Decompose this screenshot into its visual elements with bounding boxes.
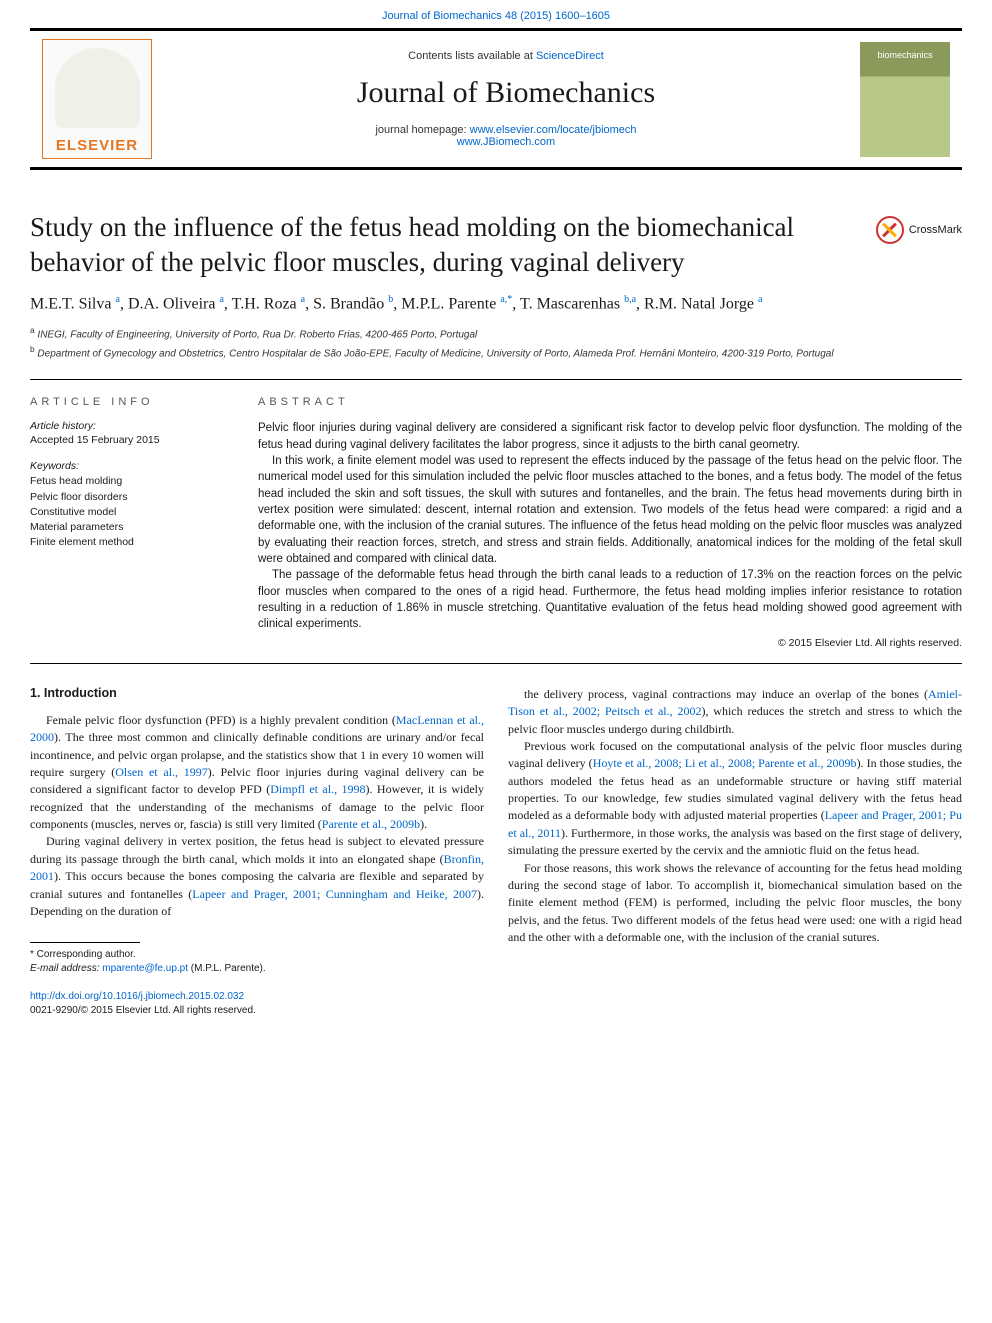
contents-line: Contents lists available at ScienceDirec… (152, 50, 860, 62)
journal-cover-text: biomechanics (877, 50, 932, 60)
doi-link[interactable]: http://dx.doi.org/10.1016/j.jbiomech.201… (30, 991, 244, 1002)
body-text-right: the delivery process, vaginal contractio… (508, 686, 962, 947)
history-text: Accepted 15 February 2015 (30, 434, 230, 446)
keyword-item: Constitutive model (30, 505, 230, 520)
meta-abstract-row: ARTICLE INFO Article history: Accepted 1… (30, 380, 962, 662)
intro-heading: 1. Introduction (30, 686, 484, 700)
issn-copyright: 0021-9290/© 2015 Elsevier Ltd. All right… (30, 1005, 256, 1016)
abstract-copyright: © 2015 Elsevier Ltd. All rights reserved… (258, 637, 962, 649)
corr-label: * Corresponding author. (30, 948, 484, 962)
crossmark-badge[interactable]: CrossMark (876, 216, 962, 244)
top-citation-link[interactable]: Journal of Biomechanics 48 (2015) 1600–1… (382, 10, 610, 22)
body-para: During vaginal delivery in vertex positi… (30, 833, 484, 920)
body-col-right: the delivery process, vaginal contractio… (508, 686, 962, 977)
sciencedirect-link[interactable]: ScienceDirect (536, 50, 604, 62)
top-citation: Journal of Biomechanics 48 (2015) 1600–1… (0, 0, 992, 28)
homepage-link-1[interactable]: www.elsevier.com/locate/jbiomech (470, 124, 637, 136)
corr-email-person: (M.P.L. Parente). (191, 963, 266, 974)
keywords-list: Fetus head moldingPelvic floor disorders… (30, 474, 230, 550)
keyword-item: Material parameters (30, 520, 230, 535)
elsevier-tree-icon (55, 48, 140, 128)
elsevier-label: ELSEVIER (56, 137, 138, 154)
history-label: Article history: (30, 420, 230, 432)
keyword-item: Finite element method (30, 535, 230, 550)
abstract-para: In this work, a finite element model was… (258, 453, 962, 567)
body-para: Previous work focused on the computation… (508, 738, 962, 860)
body-text-left: Female pelvic floor dysfunction (PFD) is… (30, 712, 484, 921)
body-col-left: 1. Introduction Female pelvic floor dysf… (30, 686, 484, 977)
abstract-para: Pelvic floor injuries during vaginal del… (258, 420, 962, 453)
rule-bottom (30, 663, 962, 664)
body-columns: 1. Introduction Female pelvic floor dysf… (30, 686, 962, 977)
elsevier-logo: ELSEVIER (42, 39, 152, 159)
article-info-label: ARTICLE INFO (30, 396, 230, 408)
abstract-text: Pelvic floor injuries during vaginal del… (258, 420, 962, 632)
article-info-col: ARTICLE INFO Article history: Accepted 1… (30, 396, 230, 648)
affiliation-b: b Department of Gynecology and Obstetric… (30, 343, 962, 362)
keyword-item: Pelvic floor disorders (30, 490, 230, 505)
footnote-rule (30, 942, 140, 943)
abstract-label: ABSTRACT (258, 396, 962, 408)
keywords-label: Keywords: (30, 460, 230, 472)
body-para: Female pelvic floor dysfunction (PFD) is… (30, 712, 484, 834)
doi-block: http://dx.doi.org/10.1016/j.jbiomech.201… (30, 990, 962, 1018)
corr-email-link[interactable]: mparente@fe.up.pt (102, 963, 188, 974)
homepage-line: journal homepage: www.elsevier.com/locat… (152, 124, 860, 148)
crossmark-label: CrossMark (909, 224, 962, 236)
affiliation-a: a INEGI, Faculty of Engineering, Univers… (30, 324, 962, 343)
article-header: Study on the influence of the fetus head… (30, 210, 962, 279)
abstract-col: ABSTRACT Pelvic floor injuries during va… (258, 396, 962, 648)
authors-list: M.E.T. Silva a, D.A. Oliveira a, T.H. Ro… (30, 293, 962, 316)
affiliations: a INEGI, Faculty of Engineering, Univers… (30, 324, 962, 362)
header-center: Contents lists available at ScienceDirec… (152, 50, 860, 148)
crossmark-icon (876, 216, 904, 244)
keyword-item: Fetus head molding (30, 474, 230, 489)
journal-cover-thumb: biomechanics (860, 42, 950, 157)
abstract-para: The passage of the deformable fetus head… (258, 567, 962, 632)
journal-name: Journal of Biomechanics (152, 76, 860, 110)
journal-header: ELSEVIER Contents lists available at Sci… (30, 28, 962, 170)
body-para: the delivery process, vaginal contractio… (508, 686, 962, 738)
email-label: E-mail address: (30, 963, 99, 974)
contents-prefix: Contents lists available at (408, 50, 536, 62)
article-title: Study on the influence of the fetus head… (30, 210, 962, 279)
homepage-label: journal homepage: (375, 124, 469, 136)
homepage-link-2[interactable]: www.JBiomech.com (457, 136, 555, 148)
corresponding-footnote: * Corresponding author. E-mail address: … (30, 948, 484, 976)
body-para: For those reasons, this work shows the r… (508, 860, 962, 947)
